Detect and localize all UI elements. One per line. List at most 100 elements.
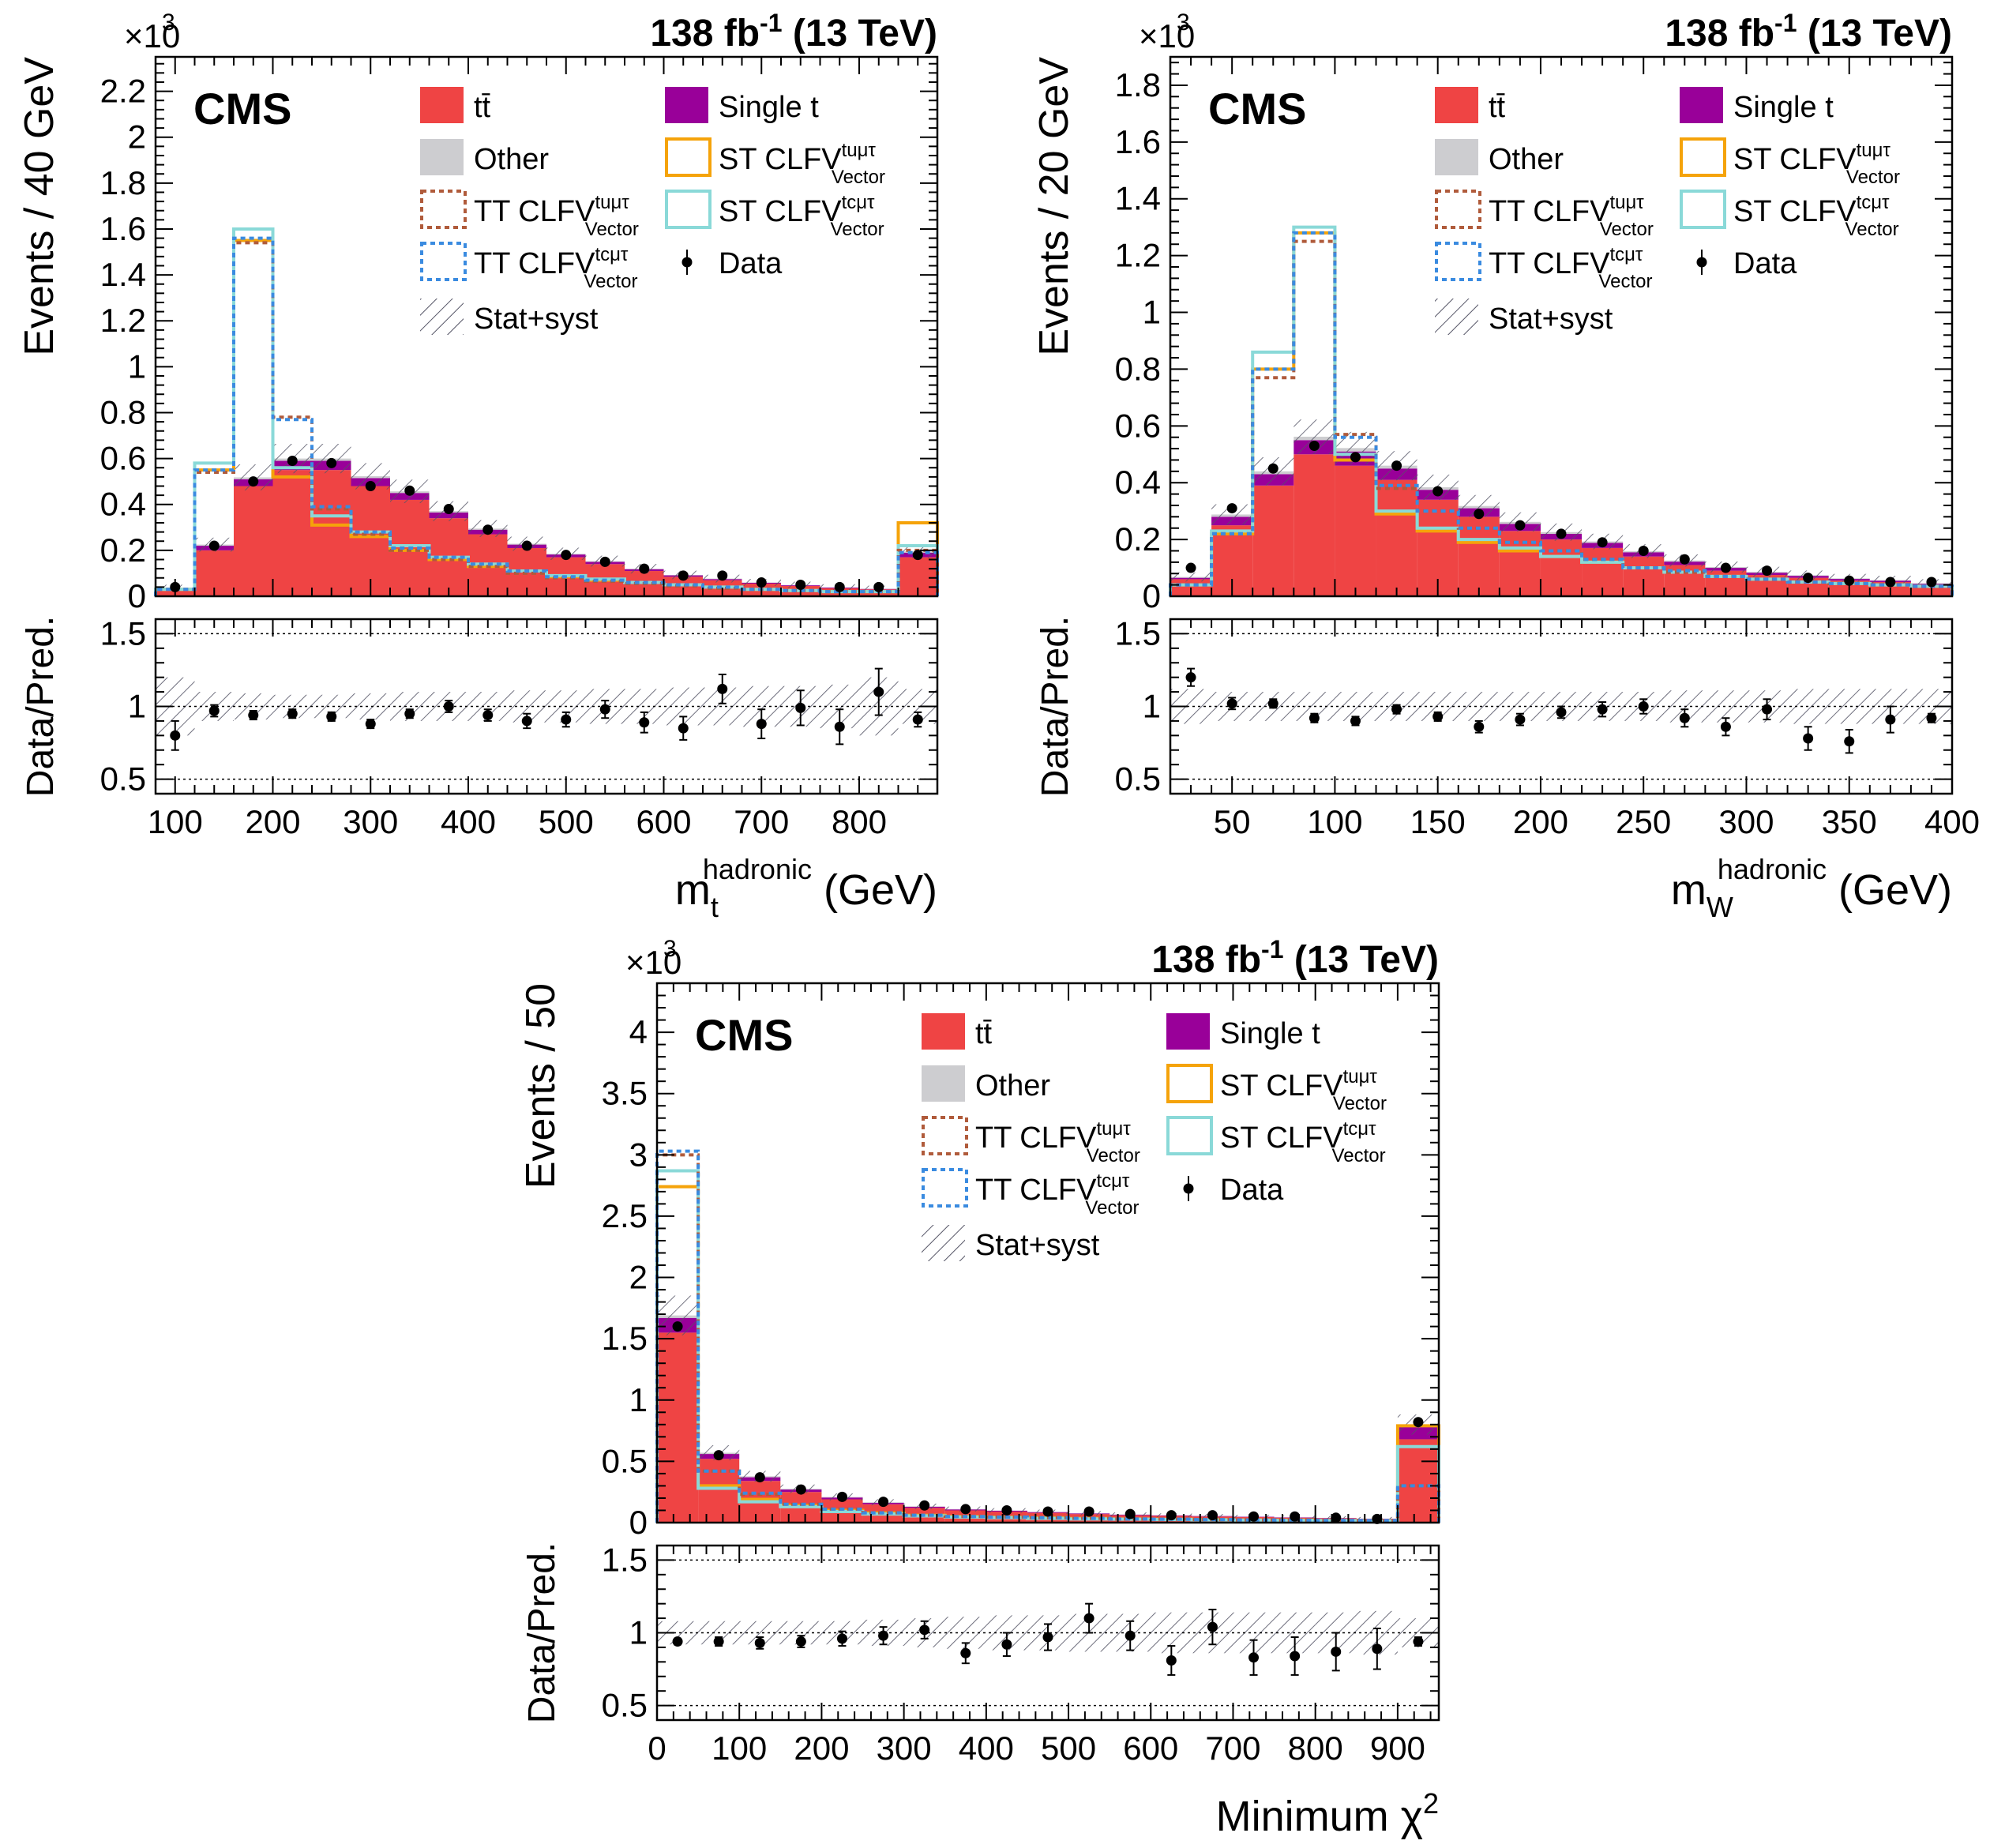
ratio-point [756, 719, 767, 730]
y-tick-label: 1 [128, 347, 146, 385]
y-tick-label: 1 [1143, 294, 1161, 331]
ratio-point [365, 719, 376, 730]
x-tick-label: 300 [343, 803, 398, 840]
legend: tt̄ Single t Other ST CLFVtuμτ Vector TT CLFV… [922, 1013, 1387, 1262]
ratio-point [795, 702, 806, 713]
ratio-point [287, 708, 298, 719]
data-point [912, 550, 923, 561]
ratio-point [754, 1637, 765, 1648]
other-legend-swatch [1435, 139, 1478, 175]
data-point [599, 556, 610, 567]
data-point [672, 1321, 683, 1332]
tt-clfv-tumutau-legend-swatch [420, 190, 467, 229]
single-t-legend-label: Single t [1220, 1017, 1320, 1050]
y-tick-label: 1.5 [602, 1320, 648, 1357]
data-legend-label: Data [1733, 247, 1797, 280]
single-t-legend-swatch [1166, 1013, 1210, 1050]
stat-syst-legend-swatch [922, 1225, 965, 1261]
tt-clfv-tumutau-legend-label: TT CLFVtuμτ Vector [474, 192, 639, 240]
y-tick-label: 1.4 [1115, 180, 1161, 217]
y-tick-label: 0.8 [1115, 350, 1161, 387]
ratio-point [1125, 1630, 1136, 1641]
scale-factor-label: ×10 [625, 944, 681, 981]
x-tick-label: 800 [832, 803, 887, 840]
data-point [1042, 1506, 1053, 1517]
data-legend-label: Data [1220, 1174, 1284, 1207]
x-tick-label: 600 [636, 803, 691, 840]
data-legend-marker [681, 257, 693, 268]
data-point [1474, 509, 1485, 520]
tt-clfv-tumutau-line [655, 1153, 1440, 1523]
x-tick-label: 800 [1288, 1730, 1343, 1767]
y-tick-label: 1.2 [1115, 237, 1161, 274]
st-clfv-tumutau-legend-swatch [1680, 137, 1726, 177]
ratio-point [1166, 1655, 1177, 1666]
ratio-y-tick-label: 1.5 [1115, 614, 1161, 652]
data-point [795, 1484, 806, 1495]
y-tick-label: 1.6 [1115, 123, 1161, 160]
ratio-point [443, 701, 454, 712]
y-tick-label: 2.2 [100, 73, 146, 110]
ratio-point [1515, 714, 1526, 725]
tt-clfv-tcmutau-legend-swatch [1435, 242, 1481, 281]
data-point [639, 563, 650, 574]
legend: tt̄ Single t Other ST CLFVtuμτ Vector TT CLFV… [420, 87, 885, 336]
ratio-y-tick-label: 0.5 [100, 761, 146, 798]
stat-syst-legend-label: Stat+syst [1489, 302, 1613, 336]
x-tick-label: 400 [959, 1730, 1014, 1767]
data-point [482, 524, 494, 535]
ratio-point [960, 1647, 971, 1658]
ratio-point [639, 717, 650, 728]
ttbar-bar [234, 486, 273, 596]
ratio-point [1350, 716, 1361, 727]
ratio-point [1803, 733, 1814, 744]
scale-factor-exp: 3 [663, 936, 677, 962]
other-legend-label: Other [975, 1069, 1050, 1102]
st-clfv-tumutau-legend-swatch [665, 137, 712, 177]
ttbar-legend-label: tt̄ [1489, 91, 1506, 124]
data-point [919, 1500, 930, 1511]
x-tick-label: 100 [148, 803, 203, 840]
data-point [878, 1497, 889, 1508]
data-point [1762, 565, 1773, 577]
y-tick-label: 2 [629, 1259, 648, 1296]
tt-clfv-tcmutau-line [1169, 231, 1954, 596]
y-tick-label: 0 [629, 1504, 648, 1541]
ttbar-bar [657, 1332, 699, 1523]
ratio-point [795, 1636, 806, 1647]
tt-clfv-tumutau-legend-label: TT CLFVtuμτ Vector [975, 1118, 1140, 1166]
x-tick-label: 200 [1513, 803, 1568, 840]
data-point [1413, 1417, 1424, 1428]
ratio-point [1309, 712, 1320, 723]
ratio-y-tick-label: 1.5 [602, 1541, 648, 1578]
cms-label: CMS [193, 84, 291, 133]
ttbar-legend-swatch [420, 87, 464, 123]
ratio-point [1413, 1636, 1424, 1647]
data-point [1207, 1510, 1218, 1521]
chart-panel-1: 0 0.2 0.4 0.6 0.8 1 1.2 1.4 1.6 1.8 2 2.2 Events / 4… [17, 9, 939, 923]
x-tick-label: 50 [1214, 803, 1251, 840]
data-point [287, 456, 298, 467]
data-point [521, 540, 532, 551]
st-clfv-tcmutau-legend-label: ST CLFVtcμτ Vector [1733, 192, 1899, 240]
y-tick-label: 0 [1143, 577, 1161, 614]
y-tick-label: 0.2 [1115, 520, 1161, 558]
y-tick-label: 0.5 [602, 1442, 648, 1479]
x-axis-label: mWhadronic (GeV) [1671, 853, 1952, 923]
ttbar-bar [1458, 516, 1500, 596]
tt-clfv-tcmutau-legend-label: TT CLFVtcμτ Vector [975, 1170, 1139, 1219]
ttbar-legend-swatch [922, 1013, 965, 1050]
stat-syst-legend-label: Stat+syst [975, 1229, 1100, 1262]
ratio-point [1679, 712, 1690, 723]
data-point [1597, 537, 1608, 548]
x-tick-label: 0 [648, 1730, 666, 1767]
lumi-label: 138 fb-1 (13 TeV) [1151, 935, 1439, 981]
data-legend-label: Data [719, 247, 783, 280]
chart-panel-2: 0 0.2 0.4 0.6 0.8 1 1.2 1.4 1.6 1.8 Events / 20 Ge… [1031, 9, 1980, 923]
ttbar-bar [1376, 479, 1417, 596]
st-clfv-tcmutau-line [655, 1169, 1440, 1523]
x-axis-label: mthadronic (GeV) [675, 853, 937, 923]
x-tick-label: 600 [1123, 1730, 1178, 1767]
ratio-y-tick-label: 1 [128, 688, 146, 725]
